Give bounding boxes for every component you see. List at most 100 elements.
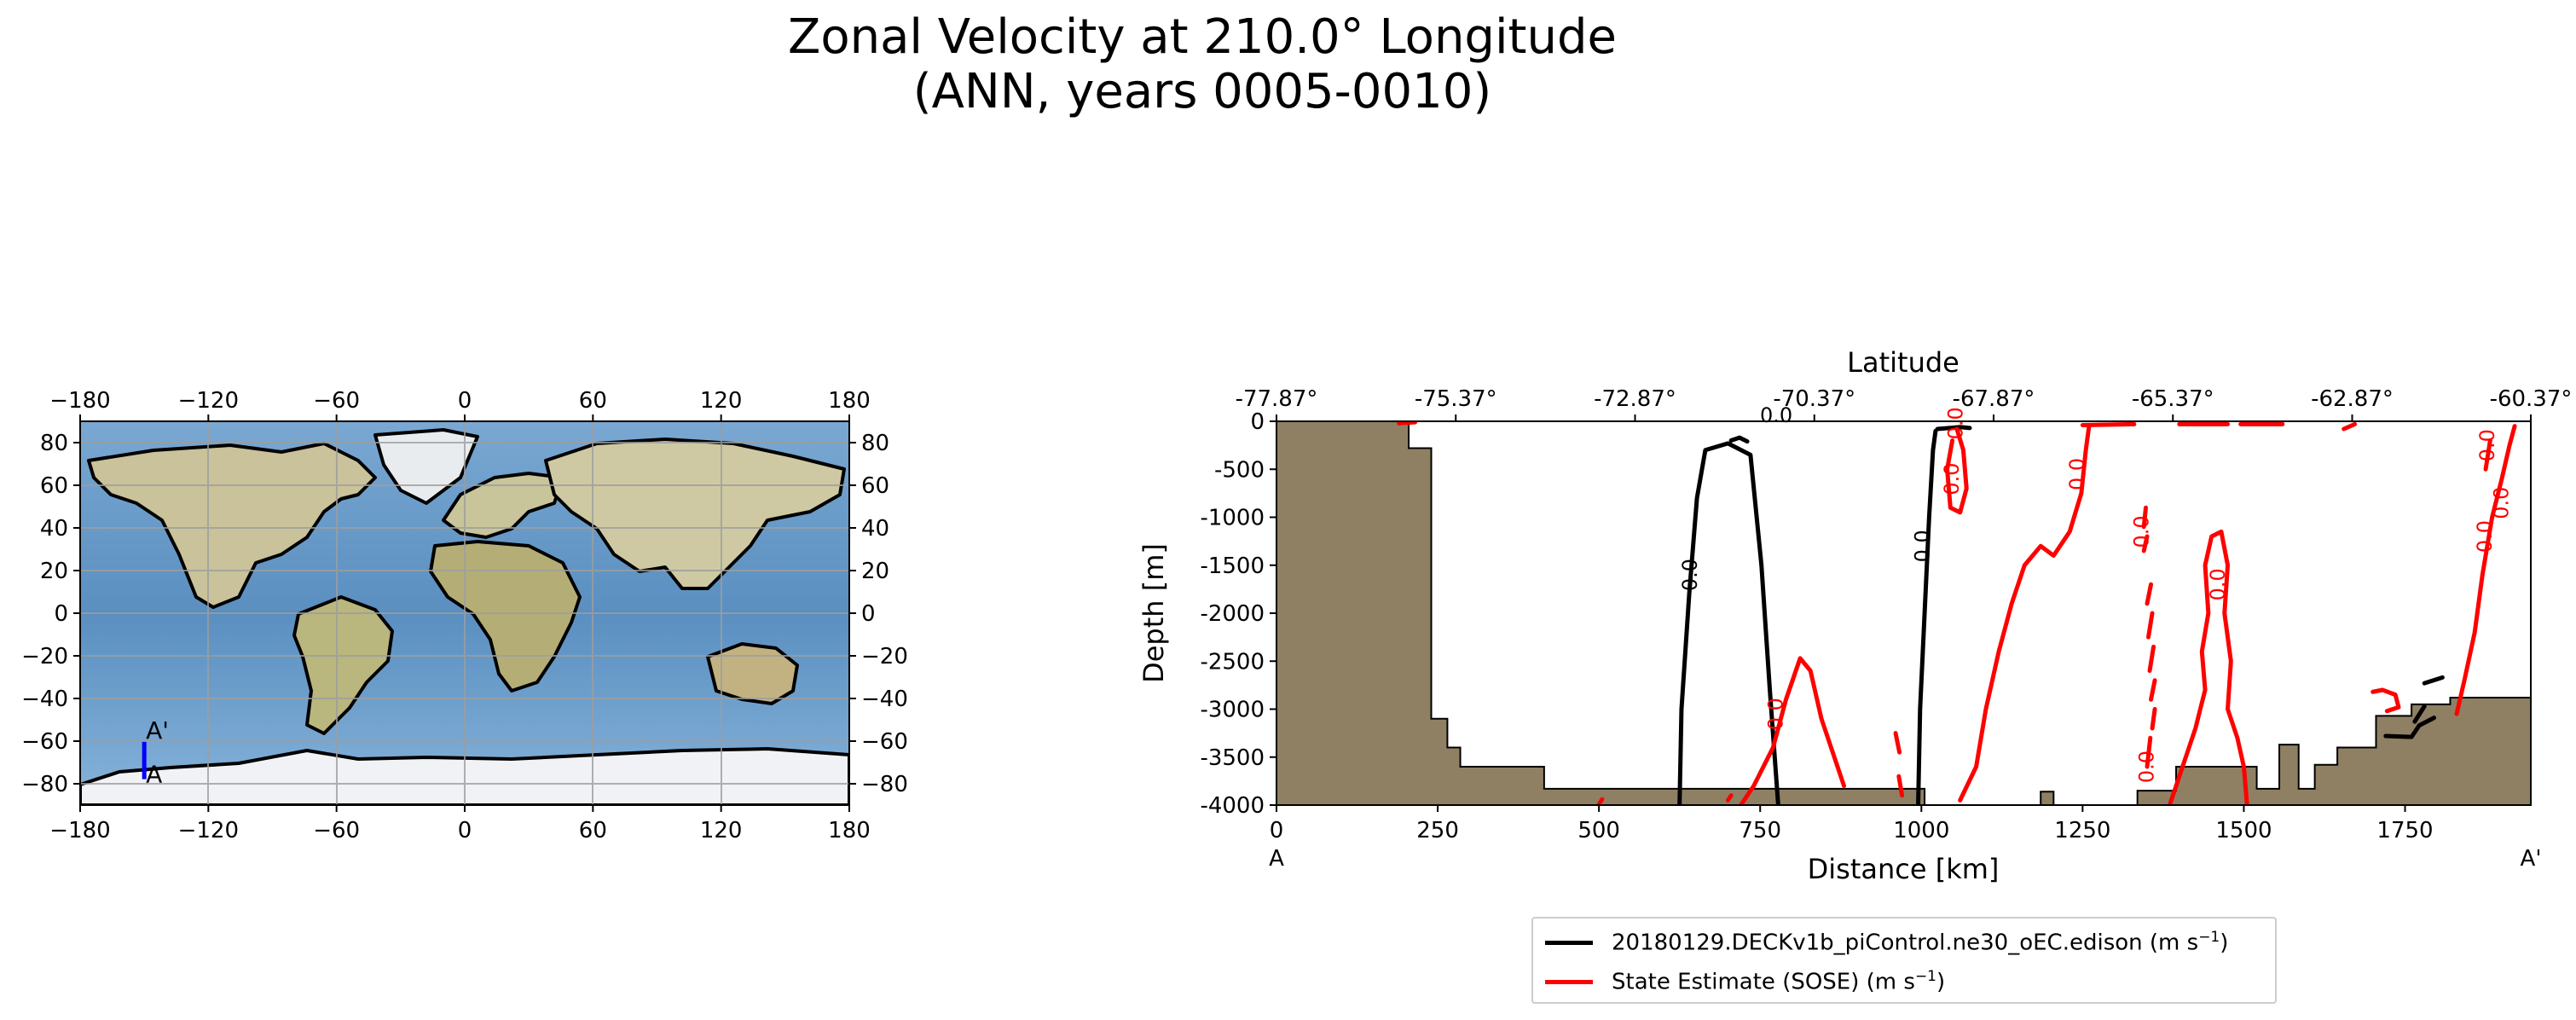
- contour-level-label: 0.0: [2130, 515, 2154, 548]
- y-tick-label: -1000: [1200, 506, 1265, 531]
- map-right-tick-label: −80: [861, 772, 908, 797]
- lat-tick-label: -67.87°: [1953, 386, 2035, 412]
- sose-contour-7: [2149, 678, 2157, 702]
- model-contour-4: [2383, 716, 2437, 739]
- plot-background: [1276, 421, 2531, 805]
- sose-contour-2: [1958, 424, 2092, 803]
- sose-contour-12: [2141, 505, 2148, 530]
- map-top-tick-label: −180: [49, 388, 110, 414]
- legend-swatch-model: [1545, 940, 1593, 945]
- sose-contour-3: [1945, 426, 1969, 515]
- map-bottom-tick-label: 0: [458, 818, 472, 843]
- sose-contour-8: [2147, 644, 2156, 673]
- section-start-axis-label: A: [1269, 846, 1284, 872]
- map-bottom-tick-label: −60: [313, 818, 360, 843]
- map-right-tick-label: 40: [861, 516, 889, 542]
- model-contour-3: [1935, 425, 1972, 432]
- sose-contour-15: [2342, 421, 2358, 432]
- contour-level-label: 0.0: [1910, 530, 1934, 562]
- sose-contour-11: [2141, 534, 2150, 553]
- contour-level-label: 0.0: [1760, 403, 1792, 427]
- contour-level-label: 0.0: [1764, 698, 1788, 730]
- sose-contour-14: [2483, 438, 2492, 472]
- lat-tick-label: -70.37°: [1773, 386, 1855, 412]
- section-start-label: A: [146, 761, 162, 789]
- map-right-tick-label: −20: [861, 644, 908, 669]
- sose-contour-4: [2167, 529, 2249, 805]
- model-contour-0: [1677, 441, 1780, 805]
- x-tick-label: 1750: [2376, 818, 2433, 843]
- contour-lines: [1397, 421, 2517, 805]
- map-ticks: −180 −180 −120 −120 −60 −60 0 0 60 60 120 120 180 180…: [21, 388, 908, 843]
- lat-tick-label: -62.87°: [2311, 386, 2394, 412]
- x-tick-label: 1500: [2215, 818, 2272, 843]
- map-left-tick-label: 80: [40, 431, 68, 456]
- sose-contour-23: [1596, 797, 1605, 805]
- legend-entry-model: 20180129.DECKv1b_piControl.ne30_oEC.edis…: [1545, 925, 2228, 959]
- model-contour-1: [1916, 428, 1938, 805]
- map-left-tick-label: 20: [40, 559, 68, 584]
- map-top-tick-label: −120: [178, 388, 239, 414]
- title-line-1: Zonal Velocity at 210.0° Longitude: [788, 9, 1617, 65]
- x-tick-label: 500: [1577, 818, 1620, 843]
- map-bottom-tick-label: −180: [49, 818, 110, 843]
- contour-level-label: 0.0: [1678, 559, 1702, 591]
- x-tick-label: 1000: [1893, 818, 1949, 843]
- legend: 20180129.DECKv1b_piControl.ne30_oEC.edis…: [1531, 917, 2277, 1004]
- y-tick-label: -2000: [1200, 601, 1265, 627]
- contour-level-label: 0.0: [1944, 407, 1968, 439]
- map-bottom-tick-label: 60: [579, 818, 607, 843]
- y-axis-label: Depth [m]: [1137, 543, 1170, 683]
- x-tick-label: 750: [1739, 818, 1781, 843]
- x-axis-label: Distance [km]: [1808, 853, 2000, 885]
- sose-contour-10: [2145, 582, 2154, 606]
- section-end-label: A': [146, 716, 169, 745]
- map-top-tick-label: 180: [828, 388, 871, 414]
- map-gridlines: [80, 421, 849, 805]
- sose-contour-13: [2454, 424, 2517, 716]
- map-top-tick-label: 60: [579, 388, 607, 414]
- y-tick-label: -3000: [1200, 698, 1265, 723]
- legend-swatch-sose: [1545, 979, 1593, 984]
- map-top-tick-label: 0: [458, 388, 472, 414]
- map-right-tick-label: 0: [861, 601, 876, 627]
- x-tick-label: 250: [1416, 818, 1459, 843]
- legend-label-sose: State Estimate (SOSE) (m s−1): [1612, 968, 1946, 995]
- map-left-tick-label: 60: [40, 473, 68, 499]
- legend-label-model: 20180129.DECKv1b_piControl.ne30_oEC.edis…: [1612, 929, 2229, 956]
- sose-contour-1: [1725, 793, 1734, 803]
- lat-tick-label: -72.87°: [1594, 386, 1676, 412]
- map-top-tick-label: 120: [700, 388, 743, 414]
- map-bottom-tick-label: 120: [700, 818, 743, 843]
- title-line-2: (ANN, years 0005-0010): [912, 64, 1492, 119]
- model-contour-5: [2412, 704, 2427, 724]
- lat-tick-label: -75.37°: [1415, 386, 1497, 412]
- bathymetry-fill: [1276, 421, 2531, 805]
- figure-title: Zonal Velocity at 210.0° Longitude (ANN,…: [0, 10, 2405, 119]
- y-tick-label: -3500: [1200, 745, 1265, 771]
- map-left-tick-label: −60: [21, 729, 68, 755]
- lat-tick-label: -65.37°: [2132, 386, 2214, 412]
- contour-level-label: 0.0: [2065, 458, 2089, 490]
- y-tick-label: 0: [1250, 409, 1265, 435]
- map-panel: −180 −180 −120 −120 −60 −60 0 0 60 60 120 120 180 180…: [21, 388, 908, 843]
- contour-level-label: 0.0: [2206, 568, 2230, 600]
- land-asia: [544, 438, 846, 590]
- legend-entry-sose: State Estimate (SOSE) (m s−1): [1545, 965, 1945, 999]
- sose-contour-18: [1896, 774, 1905, 798]
- contour-level-label: 0.0: [2135, 751, 2159, 783]
- lat-tick-label: -77.87°: [1236, 386, 1318, 412]
- land-australia: [706, 642, 799, 705]
- contour-level-label: 0.0: [2475, 429, 2499, 461]
- map-right-tick-label: 20: [861, 559, 889, 584]
- map-bottom-tick-label: −120: [178, 818, 239, 843]
- map-left-tick-label: −40: [21, 687, 68, 712]
- land-europe: [442, 472, 564, 539]
- y-tick-label: -500: [1214, 457, 1265, 483]
- y-tick-label: -4000: [1200, 793, 1265, 819]
- map-right-tick-label: −60: [861, 729, 908, 755]
- sose-contour-9: [2146, 611, 2155, 640]
- x-tick-label: 0: [1270, 818, 1284, 843]
- map-bottom-tick-label: 180: [828, 818, 871, 843]
